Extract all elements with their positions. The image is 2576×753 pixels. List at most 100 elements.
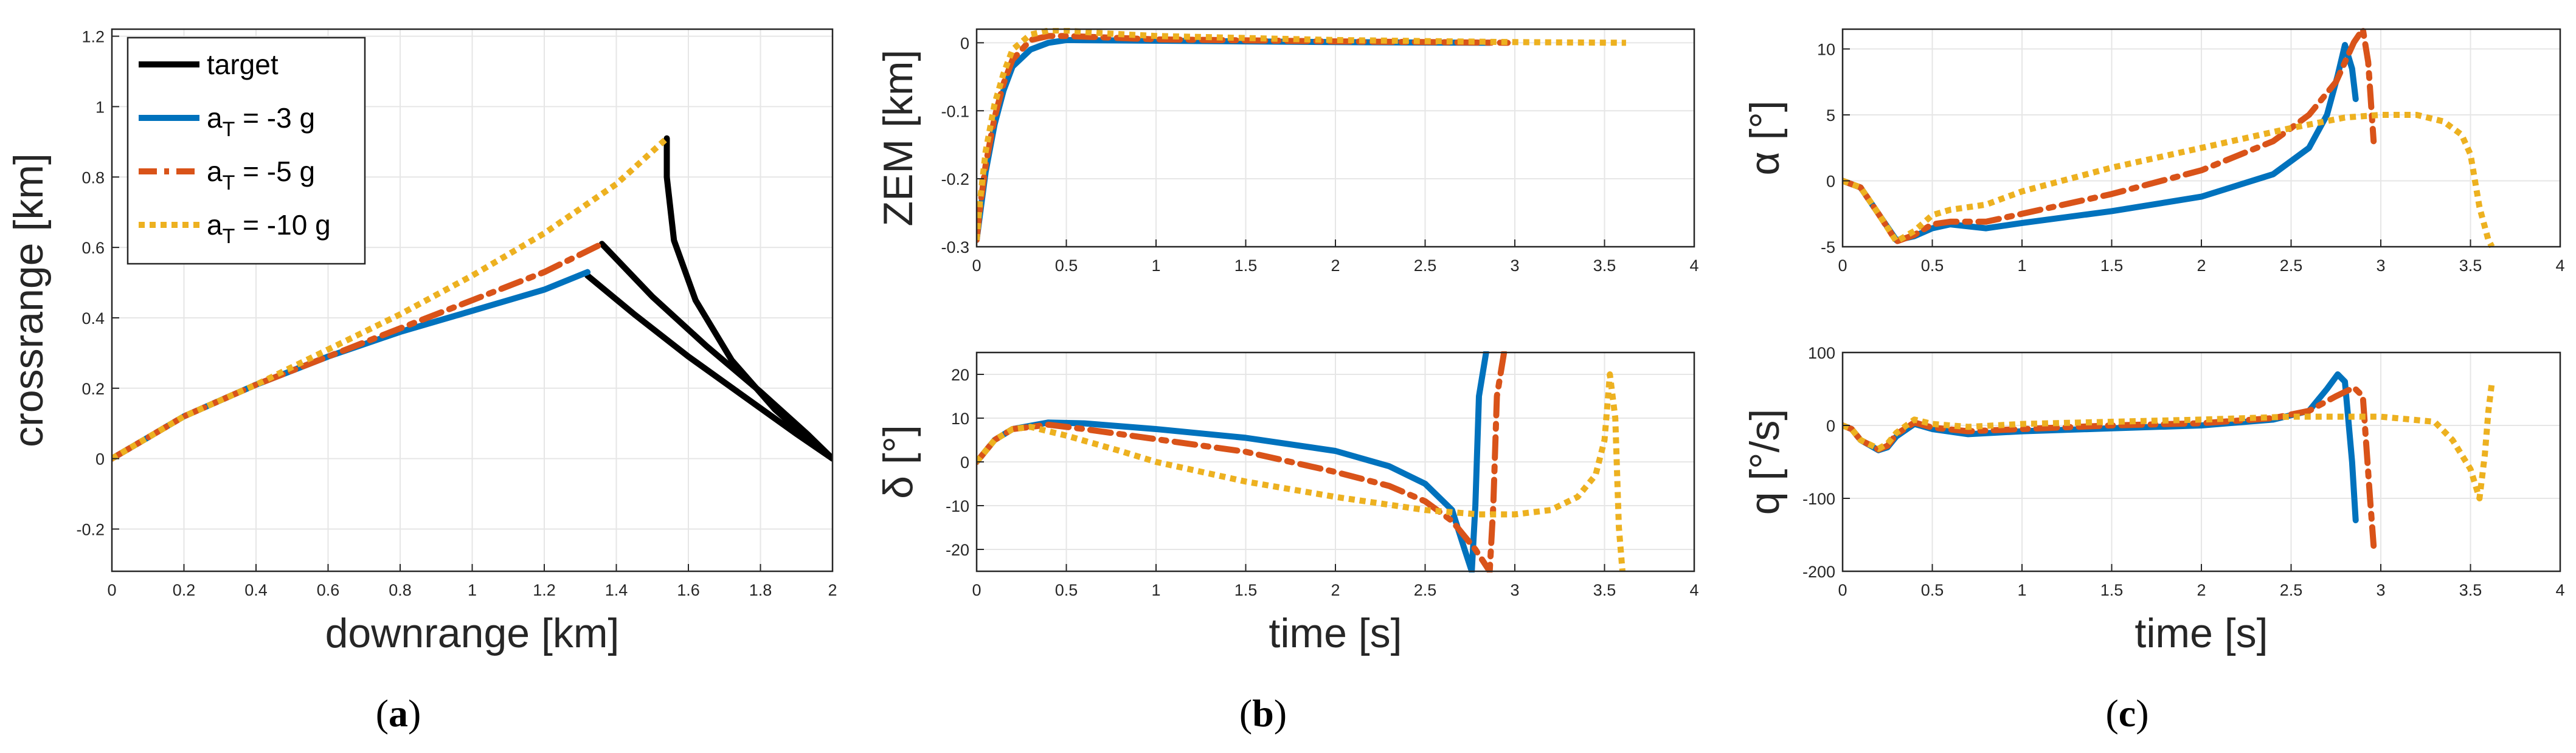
x-tick-label: 1: [468, 581, 477, 599]
y-tick-label: 10: [951, 410, 969, 428]
y-tick-label: -0.2: [941, 170, 969, 188]
y-tick-label: 0.8: [81, 168, 105, 187]
x-tick-label: 1: [1151, 581, 1160, 599]
x-tick-label: 2.5: [1414, 256, 1437, 275]
chart-delta: 0 0.5 1 1.5 2 2.5 3 3.5 4 -20 -10 0 10 20 time [s] δ [°…: [875, 351, 1699, 656]
y-tick-label: -0.2: [76, 520, 105, 538]
series-group: [977, 28, 1626, 243]
y-axis-label: q [°/s]: [1742, 409, 1788, 515]
x-tick-label: 0.5: [1055, 581, 1078, 599]
y-tick-label: 0: [960, 34, 969, 52]
y-tick-label: 100: [1808, 344, 1835, 362]
y-tick-label: 1: [95, 98, 105, 116]
y-axis-label: δ [°]: [875, 425, 921, 499]
y-axis-label: α [°]: [1742, 100, 1788, 175]
chart-q: 0 0.5 1 1.5 2 2.5 3 3.5 4 -200 -100 0 100 time [s] q […: [1742, 344, 2565, 656]
y-tick-label: -5: [1821, 238, 1835, 256]
x-tick-label: 3.5: [2459, 581, 2482, 599]
legend: target aT = -3 g aT = -5 g aT = -10 g: [126, 36, 366, 265]
x-tick-label: 1.2: [533, 581, 556, 599]
x-tick-label: 0: [1838, 256, 1847, 275]
chart-zem: 0 0.5 1 1.5 2 2.5 3 3.5 4 -0.3 -0.2 -0.1 0 ZEM [km]: [875, 28, 1699, 275]
x-tick-label: 2: [1331, 256, 1340, 275]
x-tick-label: 0.5: [1921, 581, 1944, 599]
series-line-target: [663, 135, 833, 462]
x-tick-label: 2.5: [2280, 581, 2303, 599]
x-tick-label: 0.4: [244, 581, 268, 599]
x-tick-label: 0.6: [317, 581, 340, 599]
legend-label-target: target: [207, 49, 279, 80]
legend-label-a3: aT = -3 g: [207, 102, 315, 141]
legend-label-a5: aT = -5 g: [207, 156, 315, 194]
x-tick-label: 1.6: [677, 581, 700, 599]
series-line-a10: [977, 28, 1626, 241]
series-line-a5: [977, 33, 1511, 243]
panel-labels: (a) (b) (c): [376, 692, 2149, 735]
y-tick-label: 0.4: [81, 309, 105, 328]
y-tick-label: 0: [960, 453, 969, 472]
series-line-a5: [977, 351, 1508, 572]
x-tick-label: 2: [1331, 581, 1340, 599]
plot-area: 0 0.2 0.4 0.6 0.8 1 1.2 1.4 1.6 1.8 2 -0.2 0 0.2 0.4 0.…: [5, 28, 2565, 656]
panel-label-a: (a): [376, 692, 421, 735]
series-group: [1843, 371, 2495, 549]
x-axis-label: time [s]: [1269, 610, 1402, 656]
legend-box: [126, 36, 366, 265]
x-tick-label: 0: [972, 581, 981, 599]
series-group: [977, 351, 1626, 572]
x-tick-label: 1.5: [2100, 581, 2124, 599]
x-tick-label: 2: [2197, 581, 2206, 599]
x-axis-label: time [s]: [2135, 610, 2268, 656]
x-tick-label: 1.8: [749, 581, 772, 599]
x-tick-label: 0.5: [1921, 256, 1944, 275]
x-tick-label: 4: [2555, 581, 2564, 599]
x-tick-label: 2: [828, 581, 837, 599]
series-group: [1843, 28, 2495, 248]
legend-label-a10: aT = -10 g: [207, 209, 331, 248]
x-axis-label: downrange [km]: [325, 610, 620, 656]
x-tick-label: 4: [1689, 256, 1698, 275]
y-tick-label: -10: [946, 497, 969, 515]
x-tick-label: 2: [2197, 256, 2206, 275]
panel-label-c: (c): [2105, 692, 2148, 735]
x-tick-label: 0.8: [389, 581, 412, 599]
series-group: [112, 135, 833, 462]
x-tick-label: 4: [1689, 581, 1698, 599]
y-tick-label: 10: [1817, 41, 1835, 59]
x-tick-label: 4: [2555, 256, 2564, 275]
x-tick-label: 3: [1510, 256, 1519, 275]
y-tick-label: 20: [951, 366, 969, 384]
y-tick-label: -200: [1802, 563, 1835, 581]
y-tick-label: 0: [1826, 417, 1835, 435]
y-tick-label: 1.2: [81, 28, 105, 46]
x-tick-label: 0: [107, 581, 116, 599]
x-tick-label: 1: [2017, 256, 2026, 275]
y-tick-label: -0.3: [941, 238, 969, 256]
panel-label-b: (b): [1239, 692, 1287, 735]
y-axis-label: ZEM [km]: [875, 50, 921, 227]
y-tick-label: -0.1: [941, 102, 969, 120]
y-axis-label: crossrange [km]: [5, 153, 52, 447]
x-tick-label: 1.5: [1234, 256, 1258, 275]
x-tick-label: 0: [1838, 581, 1847, 599]
x-tick-label: 0.5: [1055, 256, 1078, 275]
x-tick-label: 1.5: [2100, 256, 2124, 275]
x-tick-label: 3: [2376, 581, 2385, 599]
y-tick-label: 0.2: [81, 380, 105, 398]
x-tick-label: 1: [2017, 581, 2026, 599]
x-tick-label: 1: [1151, 256, 1160, 275]
x-tick-label: 2.5: [1414, 581, 1437, 599]
chart-traj: 0 0.2 0.4 0.6 0.8 1 1.2 1.4 1.6 1.8 2 -0.2 0 0.2 0.4 0.…: [5, 28, 837, 656]
x-tick-label: 3.5: [1593, 581, 1616, 599]
x-tick-label: 1.5: [1234, 581, 1258, 599]
x-tick-label: 0.2: [173, 581, 196, 599]
y-tick-label: -100: [1802, 490, 1835, 508]
series-line-a10: [1843, 381, 2495, 501]
y-tick-label: -20: [946, 541, 969, 559]
series-line-target: [584, 272, 833, 462]
y-tick-label: 0: [95, 450, 105, 469]
series-line-a10: [977, 371, 1626, 572]
x-tick-label: 1.4: [605, 581, 628, 599]
